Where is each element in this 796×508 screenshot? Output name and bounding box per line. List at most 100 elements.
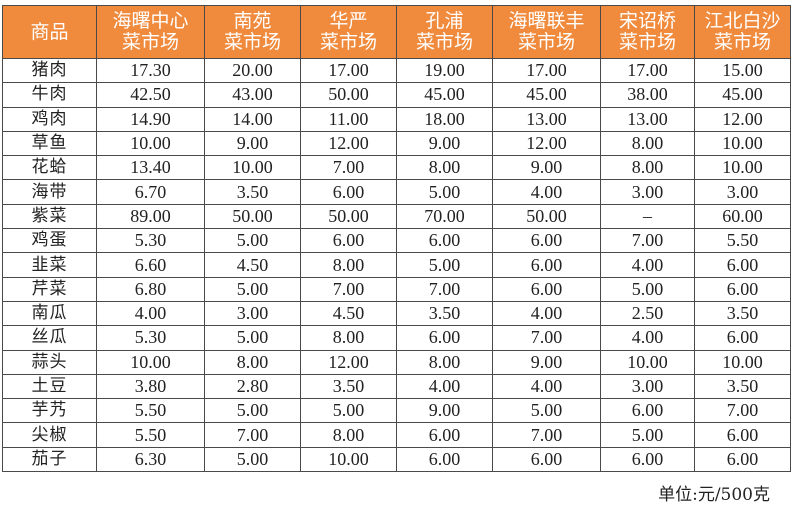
price-cell: 45.00 <box>396 82 493 108</box>
price-cell: 5.00 <box>300 398 397 424</box>
price-cell: 50.00 <box>204 203 301 230</box>
price-cell: 5.00 <box>600 422 695 448</box>
table-row: 鸡肉 14.90 14.00 11.00 18.00 13.00 13.00 12.00 <box>2 106 791 132</box>
header-label: 商品 <box>30 20 69 43</box>
header-label: 菜市场 <box>517 31 575 53</box>
price-cell: 6.00 <box>694 252 791 278</box>
price-cell: 3.00 <box>600 179 695 205</box>
commodity-name-cell: 尖椒 <box>2 422 97 448</box>
table-row: 蒜头 10.00 8.00 12.00 8.00 9.00 10.00 10.00 <box>2 349 791 375</box>
price-cell: 10.00 <box>694 130 791 157</box>
price-cell: 5.00 <box>600 276 695 302</box>
price-cell: 7.00 <box>492 422 601 448</box>
header-market: 海曙联丰 菜市场 <box>492 5 601 59</box>
price-cell: 3.00 <box>600 373 695 400</box>
price-cell: 8.00 <box>396 155 493 181</box>
header-label: 宋诏桥 <box>618 10 676 32</box>
market-price-table: 商品 海曙中心 菜市场 南苑 菜市场 华严 菜市场 孔浦 菜市场 海曙联丰 菜市场 宋诏桥 菜市场 江北白… <box>2 5 791 473</box>
price-cell: 4.00 <box>492 373 601 400</box>
price-cell: 6.00 <box>694 325 791 351</box>
unit-note: 单位:元/500克 <box>658 485 770 505</box>
price-cell: 5.00 <box>204 446 301 473</box>
table-row: 牛肉 42.50 43.00 50.00 45.00 45.00 38.00 45.00 <box>2 82 791 108</box>
price-cell: 4.00 <box>96 300 205 327</box>
price-cell: 6.00 <box>492 228 601 254</box>
price-cell: 17.00 <box>600 57 695 84</box>
header-label: 菜市场 <box>415 31 473 53</box>
table-row: 海带 6.70 3.50 6.00 5.00 4.00 3.00 3.00 <box>2 179 791 205</box>
price-cell: 7.00 <box>300 155 397 181</box>
header-market: 孔浦 菜市场 <box>396 5 493 59</box>
table-row: 芋艿 5.50 5.00 5.00 9.00 5.00 6.00 7.00 <box>2 398 791 424</box>
header-label: 海曙中心 <box>112 10 189 32</box>
price-cell: 6.00 <box>492 276 601 302</box>
price-cell: 70.00 <box>396 203 493 230</box>
price-cell: 3.50 <box>396 300 493 327</box>
price-cell: 15.00 <box>694 57 791 84</box>
price-cell: 18.00 <box>396 106 493 132</box>
header-label: 海曙联丰 <box>508 10 585 32</box>
table-row: 丝瓜 5.30 5.00 8.00 6.00 7.00 4.00 6.00 <box>2 325 791 351</box>
price-cell: 12.00 <box>300 130 397 157</box>
commodity-name-cell: 芋艿 <box>2 398 97 424</box>
price-cell: 89.00 <box>96 203 205 230</box>
price-cell: 3.00 <box>204 300 301 327</box>
table-body: 猪肉 17.30 20.00 17.00 19.00 17.00 17.00 15.00 牛肉 4… <box>2 57 791 473</box>
price-cell: 3.50 <box>694 300 791 327</box>
price-cell: 12.00 <box>492 130 601 157</box>
commodity-name-cell: 鸡蛋 <box>2 228 97 254</box>
header-market: 华严 菜市场 <box>300 5 397 59</box>
price-cell: 6.00 <box>396 422 493 448</box>
table-row: 草鱼 10.00 9.00 12.00 9.00 12.00 8.00 10.00 <box>2 130 791 157</box>
price-cell: 3.50 <box>204 179 301 205</box>
table-row: 韭菜 6.60 4.50 8.00 5.00 6.00 4.00 6.00 <box>2 252 791 278</box>
price-cell: 60.00 <box>694 203 791 230</box>
commodity-name-cell: 海带 <box>2 179 97 205</box>
table-row: 尖椒 5.50 7.00 8.00 6.00 7.00 5.00 6.00 <box>2 422 791 448</box>
commodity-name-cell: 蒜头 <box>2 349 97 375</box>
price-cell: 10.00 <box>204 155 301 181</box>
price-cell: 5.00 <box>204 228 301 254</box>
price-cell: 4.00 <box>492 300 601 327</box>
price-cell: 4.00 <box>396 373 493 400</box>
price-cell: 10.00 <box>694 349 791 375</box>
price-cell: 50.00 <box>300 82 397 108</box>
header-label: 菜市场 <box>618 31 676 53</box>
commodity-name-cell: 土豆 <box>2 373 97 400</box>
price-cell: 8.00 <box>600 130 695 157</box>
header-label: 孔浦 <box>425 10 464 32</box>
price-cell: 10.00 <box>300 446 397 473</box>
price-cell: 5.00 <box>204 276 301 302</box>
price-cell: 20.00 <box>204 57 301 84</box>
price-cell: 12.00 <box>694 106 791 132</box>
header-label: 菜市场 <box>319 31 377 53</box>
table-row: 土豆 3.80 2.80 3.50 4.00 4.00 3.00 3.50 <box>2 373 791 400</box>
price-cell: 4.00 <box>600 325 695 351</box>
price-cell: 7.00 <box>694 398 791 424</box>
table-row: 南瓜 4.00 3.00 4.50 3.50 4.00 2.50 3.50 <box>2 300 791 327</box>
price-cell: 6.00 <box>600 398 695 424</box>
header-row: 商品 海曙中心 菜市场 南苑 菜市场 华严 菜市场 孔浦 菜市场 海曙联丰 菜市场 宋诏桥 菜市场 江北白… <box>2 5 791 59</box>
price-cell: 3.00 <box>694 179 791 205</box>
price-cell: 5.50 <box>96 422 205 448</box>
price-cell: 3.80 <box>96 373 205 400</box>
commodity-name-cell: 牛肉 <box>2 82 97 108</box>
price-cell: 5.50 <box>694 228 791 254</box>
price-cell: 8.00 <box>204 349 301 375</box>
header-market: 江北白沙 菜市场 <box>694 5 791 59</box>
price-cell: 6.00 <box>694 422 791 448</box>
price-cell: 50.00 <box>300 203 397 230</box>
price-cell: 8.00 <box>396 349 493 375</box>
price-cell: 10.00 <box>694 155 791 181</box>
commodity-name-cell: 南瓜 <box>2 300 97 327</box>
price-cell: 9.00 <box>396 130 493 157</box>
commodity-name-cell: 紫菜 <box>2 203 97 230</box>
price-cell: 6.00 <box>300 179 397 205</box>
price-cell: 38.00 <box>600 82 695 108</box>
price-cell: 4.50 <box>204 252 301 278</box>
price-cell: 7.00 <box>300 276 397 302</box>
header-market: 南苑 菜市场 <box>204 5 301 59</box>
price-cell: 3.50 <box>300 373 397 400</box>
price-cell: 17.00 <box>492 57 601 84</box>
price-cell: 2.80 <box>204 373 301 400</box>
